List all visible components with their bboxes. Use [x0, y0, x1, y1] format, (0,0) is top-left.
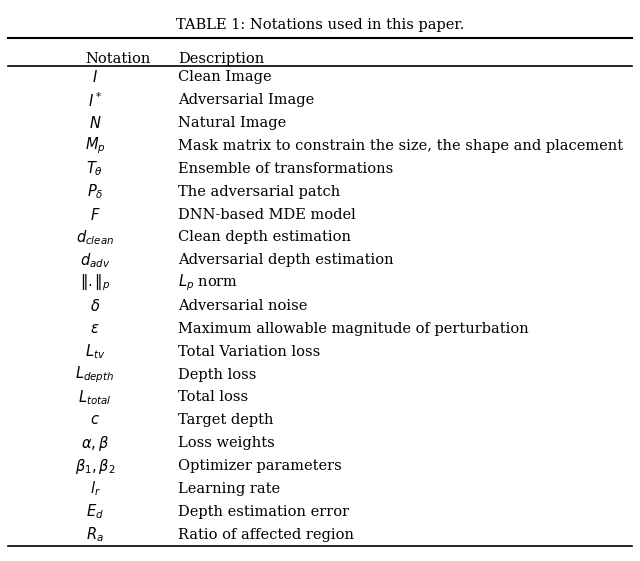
Text: $L_p$ norm: $L_p$ norm: [178, 273, 238, 293]
Text: Total loss: Total loss: [178, 390, 248, 404]
Text: $I$: $I$: [92, 70, 98, 85]
Text: Mask matrix to constrain the size, the shape and placement: Mask matrix to constrain the size, the s…: [178, 139, 623, 153]
Text: $F$: $F$: [90, 206, 100, 223]
Text: $l_r$: $l_r$: [90, 480, 100, 498]
Text: Loss weights: Loss weights: [178, 436, 275, 450]
Text: $T_\theta$: $T_\theta$: [86, 159, 104, 178]
Text: $d_{clean}$: $d_{clean}$: [76, 228, 114, 247]
Text: $d_{adv}$: $d_{adv}$: [80, 251, 110, 270]
Text: The adversarial patch: The adversarial patch: [178, 185, 340, 199]
Text: Adversarial depth estimation: Adversarial depth estimation: [178, 253, 394, 267]
Text: $P_\delta$: $P_\delta$: [86, 182, 103, 201]
Text: $N$: $N$: [89, 115, 101, 131]
Text: Target depth: Target depth: [178, 413, 273, 427]
Text: $\|.\|_p$: $\|.\|_p$: [80, 273, 110, 293]
Text: Learning rate: Learning rate: [178, 482, 280, 496]
Text: DNN-based MDE model: DNN-based MDE model: [178, 208, 356, 222]
Text: Description: Description: [178, 52, 264, 66]
Text: Depth loss: Depth loss: [178, 367, 257, 381]
Text: $I^*$: $I^*$: [88, 91, 102, 109]
Text: Clean depth estimation: Clean depth estimation: [178, 231, 351, 245]
Text: Adversarial noise: Adversarial noise: [178, 299, 307, 313]
Text: $R_a$: $R_a$: [86, 525, 104, 544]
Text: $\beta_1, \beta_2$: $\beta_1, \beta_2$: [75, 457, 115, 476]
Text: $E_d$: $E_d$: [86, 502, 104, 521]
Text: $\delta$: $\delta$: [90, 298, 100, 314]
Text: Depth estimation error: Depth estimation error: [178, 505, 349, 519]
Text: $L_{tv}$: $L_{tv}$: [85, 342, 105, 361]
Text: Ensemble of transformations: Ensemble of transformations: [178, 162, 393, 176]
Text: $M_p$: $M_p$: [84, 136, 106, 157]
Text: Total Variation loss: Total Variation loss: [178, 344, 320, 358]
Text: Maximum allowable magnitude of perturbation: Maximum allowable magnitude of perturbat…: [178, 322, 529, 336]
Text: Natural Image: Natural Image: [178, 116, 286, 130]
Text: $\epsilon$: $\epsilon$: [90, 322, 100, 336]
Text: Notation: Notation: [85, 52, 150, 66]
Text: $c$: $c$: [90, 413, 100, 427]
Text: $L_{total}$: $L_{total}$: [78, 388, 112, 407]
Text: $\alpha, \beta$: $\alpha, \beta$: [81, 434, 109, 453]
Text: TABLE 1: Notations used in this paper.: TABLE 1: Notations used in this paper.: [176, 18, 464, 32]
Text: Optimizer parameters: Optimizer parameters: [178, 459, 342, 473]
Text: $L_{depth}$: $L_{depth}$: [76, 364, 115, 385]
Text: Adversarial Image: Adversarial Image: [178, 93, 314, 107]
Text: Clean Image: Clean Image: [178, 71, 271, 84]
Text: Ratio of affected region: Ratio of affected region: [178, 527, 354, 541]
